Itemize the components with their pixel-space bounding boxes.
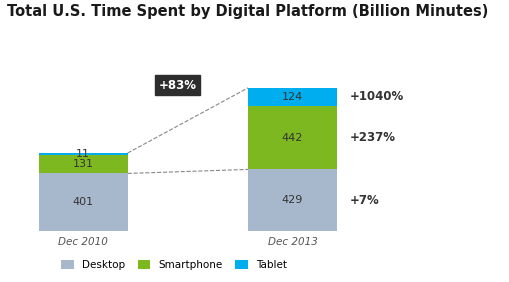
Text: 131: 131: [73, 159, 94, 169]
Text: 442: 442: [282, 133, 303, 143]
Text: +83%: +83%: [158, 79, 196, 92]
Text: +237%: +237%: [350, 131, 395, 144]
Bar: [39, 153, 128, 155]
Bar: [248, 88, 337, 106]
Bar: [39, 155, 128, 173]
Legend: Desktop, Smartphone, Tablet: Desktop, Smartphone, Tablet: [62, 260, 287, 270]
Bar: [248, 106, 337, 169]
Text: Total U.S. Time Spent by Digital Platform (Billion Minutes): Total U.S. Time Spent by Digital Platfor…: [7, 4, 488, 19]
Text: 429: 429: [282, 195, 303, 205]
Text: +7%: +7%: [350, 194, 379, 207]
Text: 124: 124: [282, 92, 303, 102]
Bar: [248, 169, 337, 231]
Bar: [39, 173, 128, 231]
Text: 11: 11: [76, 149, 90, 159]
Text: 401: 401: [73, 197, 94, 207]
Text: comScore Media Metrix Multi-Platform, U.S., December 2013: comScore Media Metrix Multi-Platform, U.…: [9, 37, 390, 47]
Text: +1040%: +1040%: [350, 90, 404, 103]
